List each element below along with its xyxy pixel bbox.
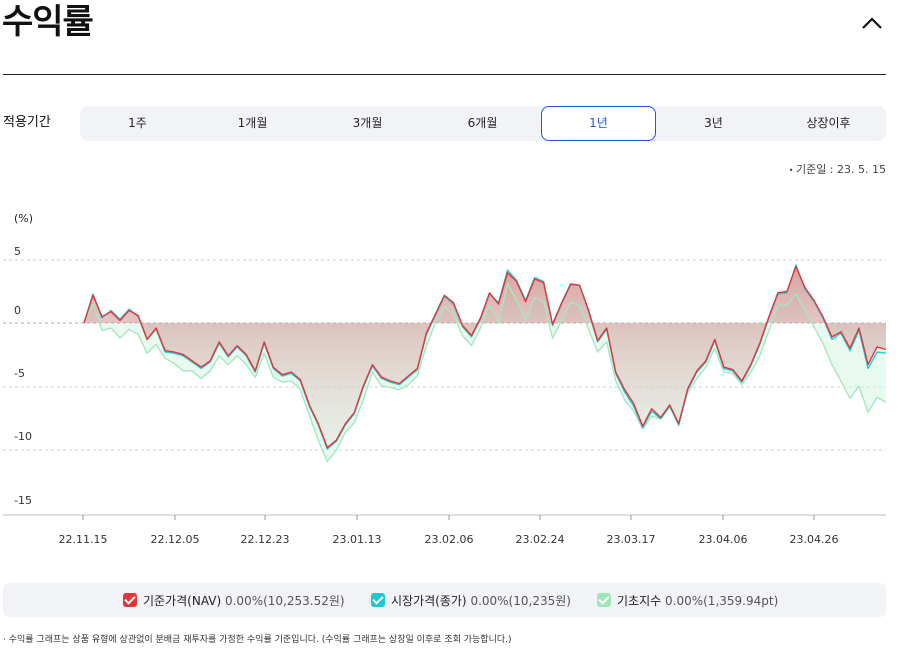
y-unit-label: (%)	[14, 212, 34, 225]
y-tick-label: -15	[14, 494, 32, 507]
legend-label: 기초지수	[617, 594, 662, 608]
legend-value: 0.00%(10,235원)	[470, 594, 571, 608]
checkbox-checked-icon[interactable]	[597, 593, 611, 607]
chart-legend: 기준가격(NAV) 0.00%(10,253.52원) 시장가격(종가) 0.0…	[3, 583, 886, 617]
series-nav-area	[84, 266, 886, 448]
x-tick-label: 22.12.05	[151, 533, 200, 546]
footnote-text: 수익률 그래프는 상품 유형에 상관없이 분배금 재투자를 가정한 수익률 기준…	[8, 635, 512, 645]
period-1y[interactable]: 1년	[541, 106, 656, 141]
x-tick-label: 23.03.17	[607, 533, 656, 546]
legend-value: 0.00%(10,253.52원)	[224, 594, 345, 608]
legend-item-nav[interactable]: 기준가격(NAV) 0.00%(10,253.52원)	[123, 592, 345, 609]
period-selector: 1주 1개월 3개월 6개월 1년 3년 상장이후	[80, 106, 886, 141]
x-tick-label: 23.04.06	[699, 533, 748, 546]
y-tick-label: -5	[14, 367, 25, 380]
footnote: · 수익률 그래프는 상품 유형에 상관없이 분배금 재투자를 가정한 수익률 …	[3, 635, 512, 645]
checkbox-checked-icon[interactable]	[371, 593, 385, 607]
legend-label: 시장가격(종가)	[391, 594, 467, 608]
legend-label: 기준가격(NAV)	[143, 594, 222, 608]
period-label: 적용기간	[3, 115, 51, 130]
period-since-listing[interactable]: 상장이후	[806, 116, 851, 130]
y-tick-label: 5	[14, 245, 21, 258]
period-3m[interactable]: 3개월	[352, 116, 383, 130]
series-index-line	[83, 283, 887, 463]
legend-item-index[interactable]: 기초지수 0.00%(1,359.94pt)	[597, 592, 778, 609]
series-nav-line	[83, 265, 887, 449]
checkbox-checked-icon[interactable]	[123, 593, 137, 607]
legend-value: 0.00%(1,359.94pt)	[665, 594, 779, 608]
x-tick-label: 23.02.06	[425, 533, 474, 546]
period-6m[interactable]: 6개월	[467, 116, 498, 130]
chevron-up-icon[interactable]	[858, 10, 886, 38]
title-divider	[3, 74, 886, 75]
x-tick-label: 23.04.26	[790, 533, 839, 546]
y-tick-label: -10	[14, 430, 32, 443]
period-1w[interactable]: 1주	[128, 116, 147, 130]
x-tick-label: 23.01.13	[333, 533, 382, 546]
returns-chart: 5 0 -5 -10 -15 22.11.15 22.12.05 22.12.23 23.01…	[3, 245, 887, 546]
period-3y[interactable]: 3년	[704, 116, 723, 130]
base-date: 기준일 : 23. 5. 15	[789, 161, 886, 177]
legend-item-market[interactable]: 시장가격(종가) 0.00%(10,235원)	[371, 592, 571, 609]
y-tick-label: 0	[14, 304, 21, 317]
x-tick-label: 22.11.15	[59, 533, 108, 546]
x-tick-label: 23.02.24	[516, 533, 565, 546]
period-1m[interactable]: 1개월	[237, 116, 268, 130]
x-tick-label: 22.12.23	[241, 533, 290, 546]
page-title: 수익률	[2, 2, 94, 42]
